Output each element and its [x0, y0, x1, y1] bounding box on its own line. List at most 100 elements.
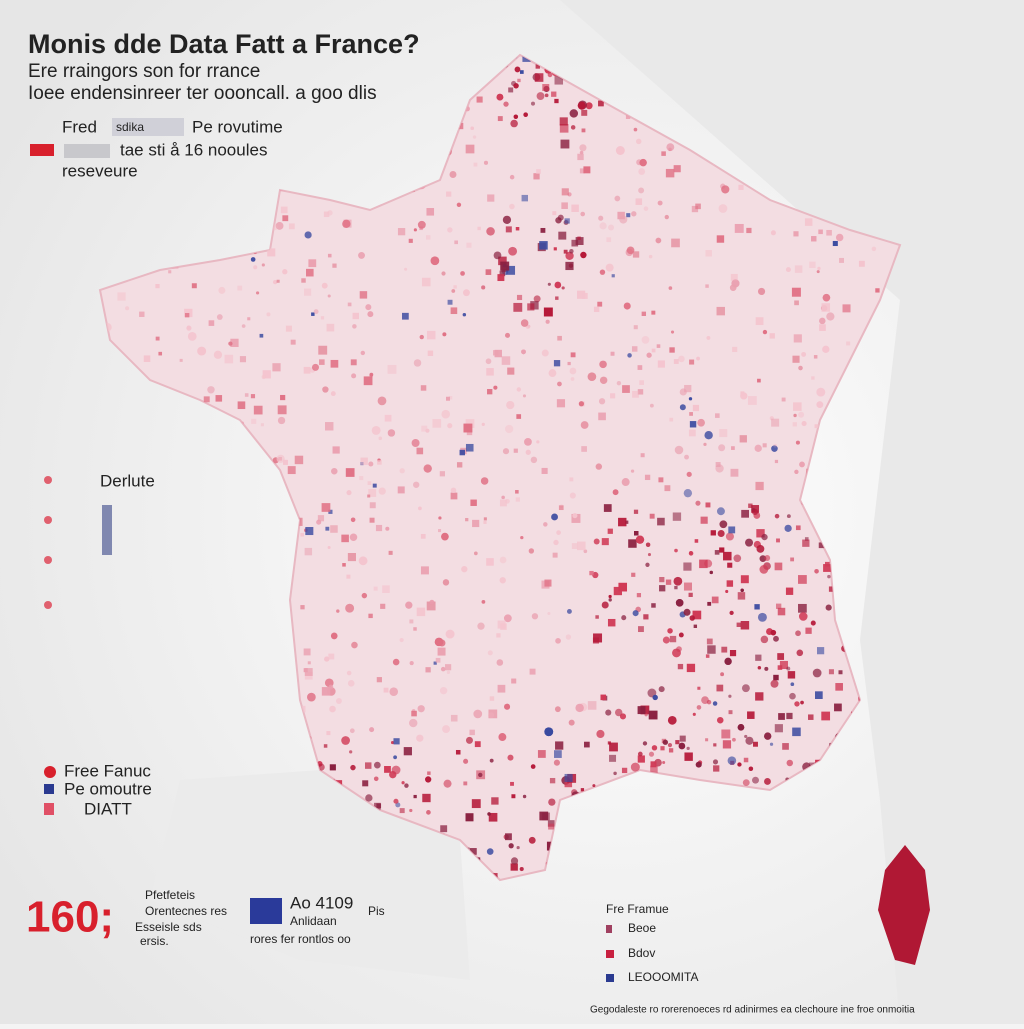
- map-dot: [656, 344, 661, 348]
- map-dot: [587, 701, 597, 710]
- map-dot: [433, 661, 437, 665]
- map-dot: [478, 772, 483, 778]
- map-dot: [463, 758, 469, 764]
- map-dot: [493, 385, 498, 390]
- map-dot: [408, 238, 413, 243]
- map-dot: [303, 648, 311, 656]
- legend-swatch: [250, 898, 282, 924]
- map-dot: [476, 96, 483, 103]
- map-dot: [757, 287, 766, 295]
- map-dot: [553, 759, 560, 766]
- map-dot: [447, 423, 453, 429]
- stat-text: Anlidaan: [290, 914, 337, 928]
- map-dot: [342, 219, 351, 229]
- map-dot: [283, 459, 288, 465]
- map-dot: [496, 659, 504, 666]
- map-dot: [485, 269, 492, 275]
- map-dot: [341, 736, 350, 745]
- map-dot: [637, 389, 644, 395]
- map-dot: [554, 76, 564, 85]
- map-dot: [497, 116, 503, 122]
- map-dot: [559, 117, 568, 126]
- map-dot: [614, 195, 621, 202]
- map-dot: [197, 346, 207, 356]
- map-dot: [463, 781, 468, 786]
- map-dot: [728, 710, 733, 715]
- map-dot: [493, 251, 502, 260]
- map-dot: [816, 270, 820, 274]
- map-dot: [570, 125, 576, 130]
- map-dot: [637, 706, 646, 715]
- map-dot: [802, 539, 810, 547]
- map-dot: [307, 692, 316, 702]
- map-dot: [426, 208, 435, 216]
- stat-number: 160;: [26, 893, 114, 942]
- map-dot: [416, 607, 426, 617]
- map-dot: [793, 231, 799, 237]
- map-dot: [325, 422, 334, 431]
- map-dot: [619, 713, 627, 720]
- map-dot: [184, 313, 190, 318]
- map-dot: [450, 492, 458, 500]
- map-dot: [630, 469, 635, 473]
- map-dot: [267, 248, 276, 257]
- map-dot: [579, 150, 584, 155]
- map-dot: [796, 649, 804, 657]
- map-dot: [368, 613, 373, 619]
- map-dot: [515, 490, 519, 494]
- map-dot: [707, 645, 716, 654]
- map-dot: [769, 742, 774, 746]
- map-dot: [689, 421, 697, 428]
- map-dot: [808, 714, 814, 720]
- legend-text: Beoe: [628, 921, 656, 935]
- map-dot: [438, 529, 442, 533]
- map-dot: [520, 535, 524, 540]
- legend-text: reseveure: [62, 161, 138, 180]
- map-dot: [683, 488, 693, 498]
- map-dot: [509, 174, 515, 180]
- map-dot: [528, 548, 535, 554]
- map-dot: [489, 696, 495, 701]
- map-dot: [502, 448, 510, 455]
- map-dot: [259, 333, 264, 338]
- map-dot: [305, 527, 314, 536]
- map-dot: [481, 600, 486, 604]
- map-dot: [635, 198, 643, 205]
- map-dot: [793, 413, 797, 418]
- map-dot: [711, 596, 719, 604]
- map-dot: [392, 658, 400, 666]
- map-dot: [502, 215, 512, 224]
- map-dot: [539, 811, 549, 821]
- map-dot: [442, 332, 447, 337]
- map-dot: [695, 761, 702, 768]
- map-dot: [669, 347, 675, 353]
- map-dot: [784, 524, 792, 532]
- map-dot: [599, 269, 606, 275]
- map-dot: [633, 127, 638, 132]
- map-dot: [330, 391, 336, 397]
- map-dot: [501, 495, 505, 500]
- map-dot: [634, 531, 639, 536]
- map-dot: [609, 754, 617, 762]
- map-dot: [387, 364, 397, 374]
- map-dot: [335, 698, 342, 704]
- map-dot: [499, 577, 506, 584]
- map-dot: [676, 646, 682, 652]
- map-dot: [505, 424, 514, 434]
- map-dot: [445, 629, 455, 639]
- map-dot: [347, 553, 356, 562]
- map-dot: [280, 394, 286, 401]
- map-dot: [430, 256, 440, 266]
- map-dot: [261, 263, 265, 267]
- map-dot: [778, 713, 785, 720]
- map-dot: [218, 286, 226, 294]
- legend-marker: [44, 784, 54, 794]
- map-dot: [501, 356, 511, 365]
- map-dot: [321, 282, 328, 289]
- map-dot: [557, 214, 564, 221]
- map-dot: [692, 404, 700, 412]
- map-dot: [741, 509, 749, 518]
- map-dot: [515, 227, 520, 231]
- map-dot: [736, 622, 741, 627]
- map-dot: [327, 253, 332, 258]
